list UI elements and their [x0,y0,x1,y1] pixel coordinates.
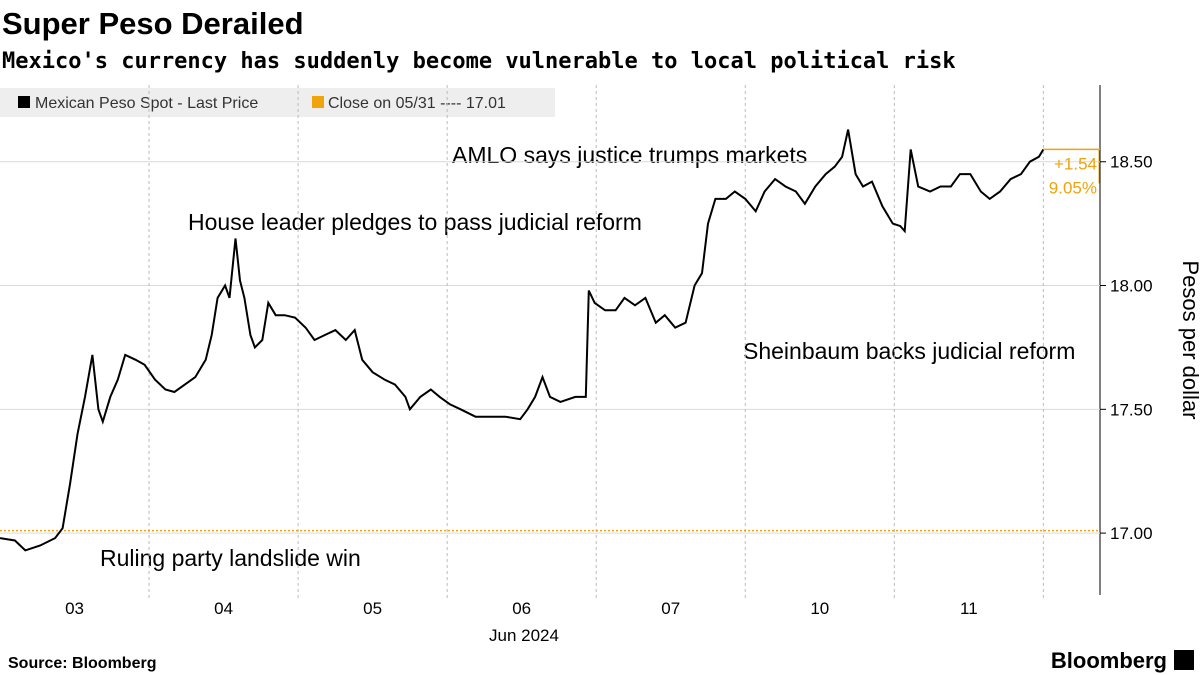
x-axis-label: Jun 2024 [489,626,559,645]
legend-swatch [312,96,324,108]
chart-title: Super Peso Derailed [2,6,304,41]
x-tick-label: 05 [363,599,382,618]
x-tick-label: 07 [661,599,680,618]
annotation: Ruling party landslide win [100,545,361,571]
x-tick-label: 03 [65,599,84,618]
y-tick-label: 17.50 [1110,400,1153,419]
change-label: 9.05% [1049,178,1097,197]
price-line [0,129,1045,552]
y-tick-label: 18.50 [1110,153,1153,172]
y-axis-label: Pesos per dollar [1178,261,1200,420]
brand-icon [1174,650,1194,670]
y-tick-label: 18.00 [1110,277,1153,296]
x-tick-label: 11 [960,599,978,618]
legend-box [0,88,555,117]
annotation: Sheinbaum backs judicial reform [743,338,1075,364]
legend-label: Close on 05/31 ---- 17.01 [328,95,506,112]
legend-swatch [18,96,30,108]
source: Source: Bloomberg [8,655,156,672]
chart-subtitle: Mexico's currency has suddenly become vu… [2,49,956,74]
y-tick-label: 17.00 [1110,524,1153,543]
x-tick-label: 10 [810,599,829,618]
brand: Bloomberg [1051,648,1167,673]
x-tick-label: 04 [214,599,233,618]
annotation: House leader pledges to pass judicial re… [188,209,642,235]
legend-label: Mexican Peso Spot - Last Price [35,95,258,112]
change-label: +1.54 [1054,154,1097,173]
annotation: AMLO says justice trumps markets [452,142,807,168]
x-tick-label: 06 [512,599,531,618]
